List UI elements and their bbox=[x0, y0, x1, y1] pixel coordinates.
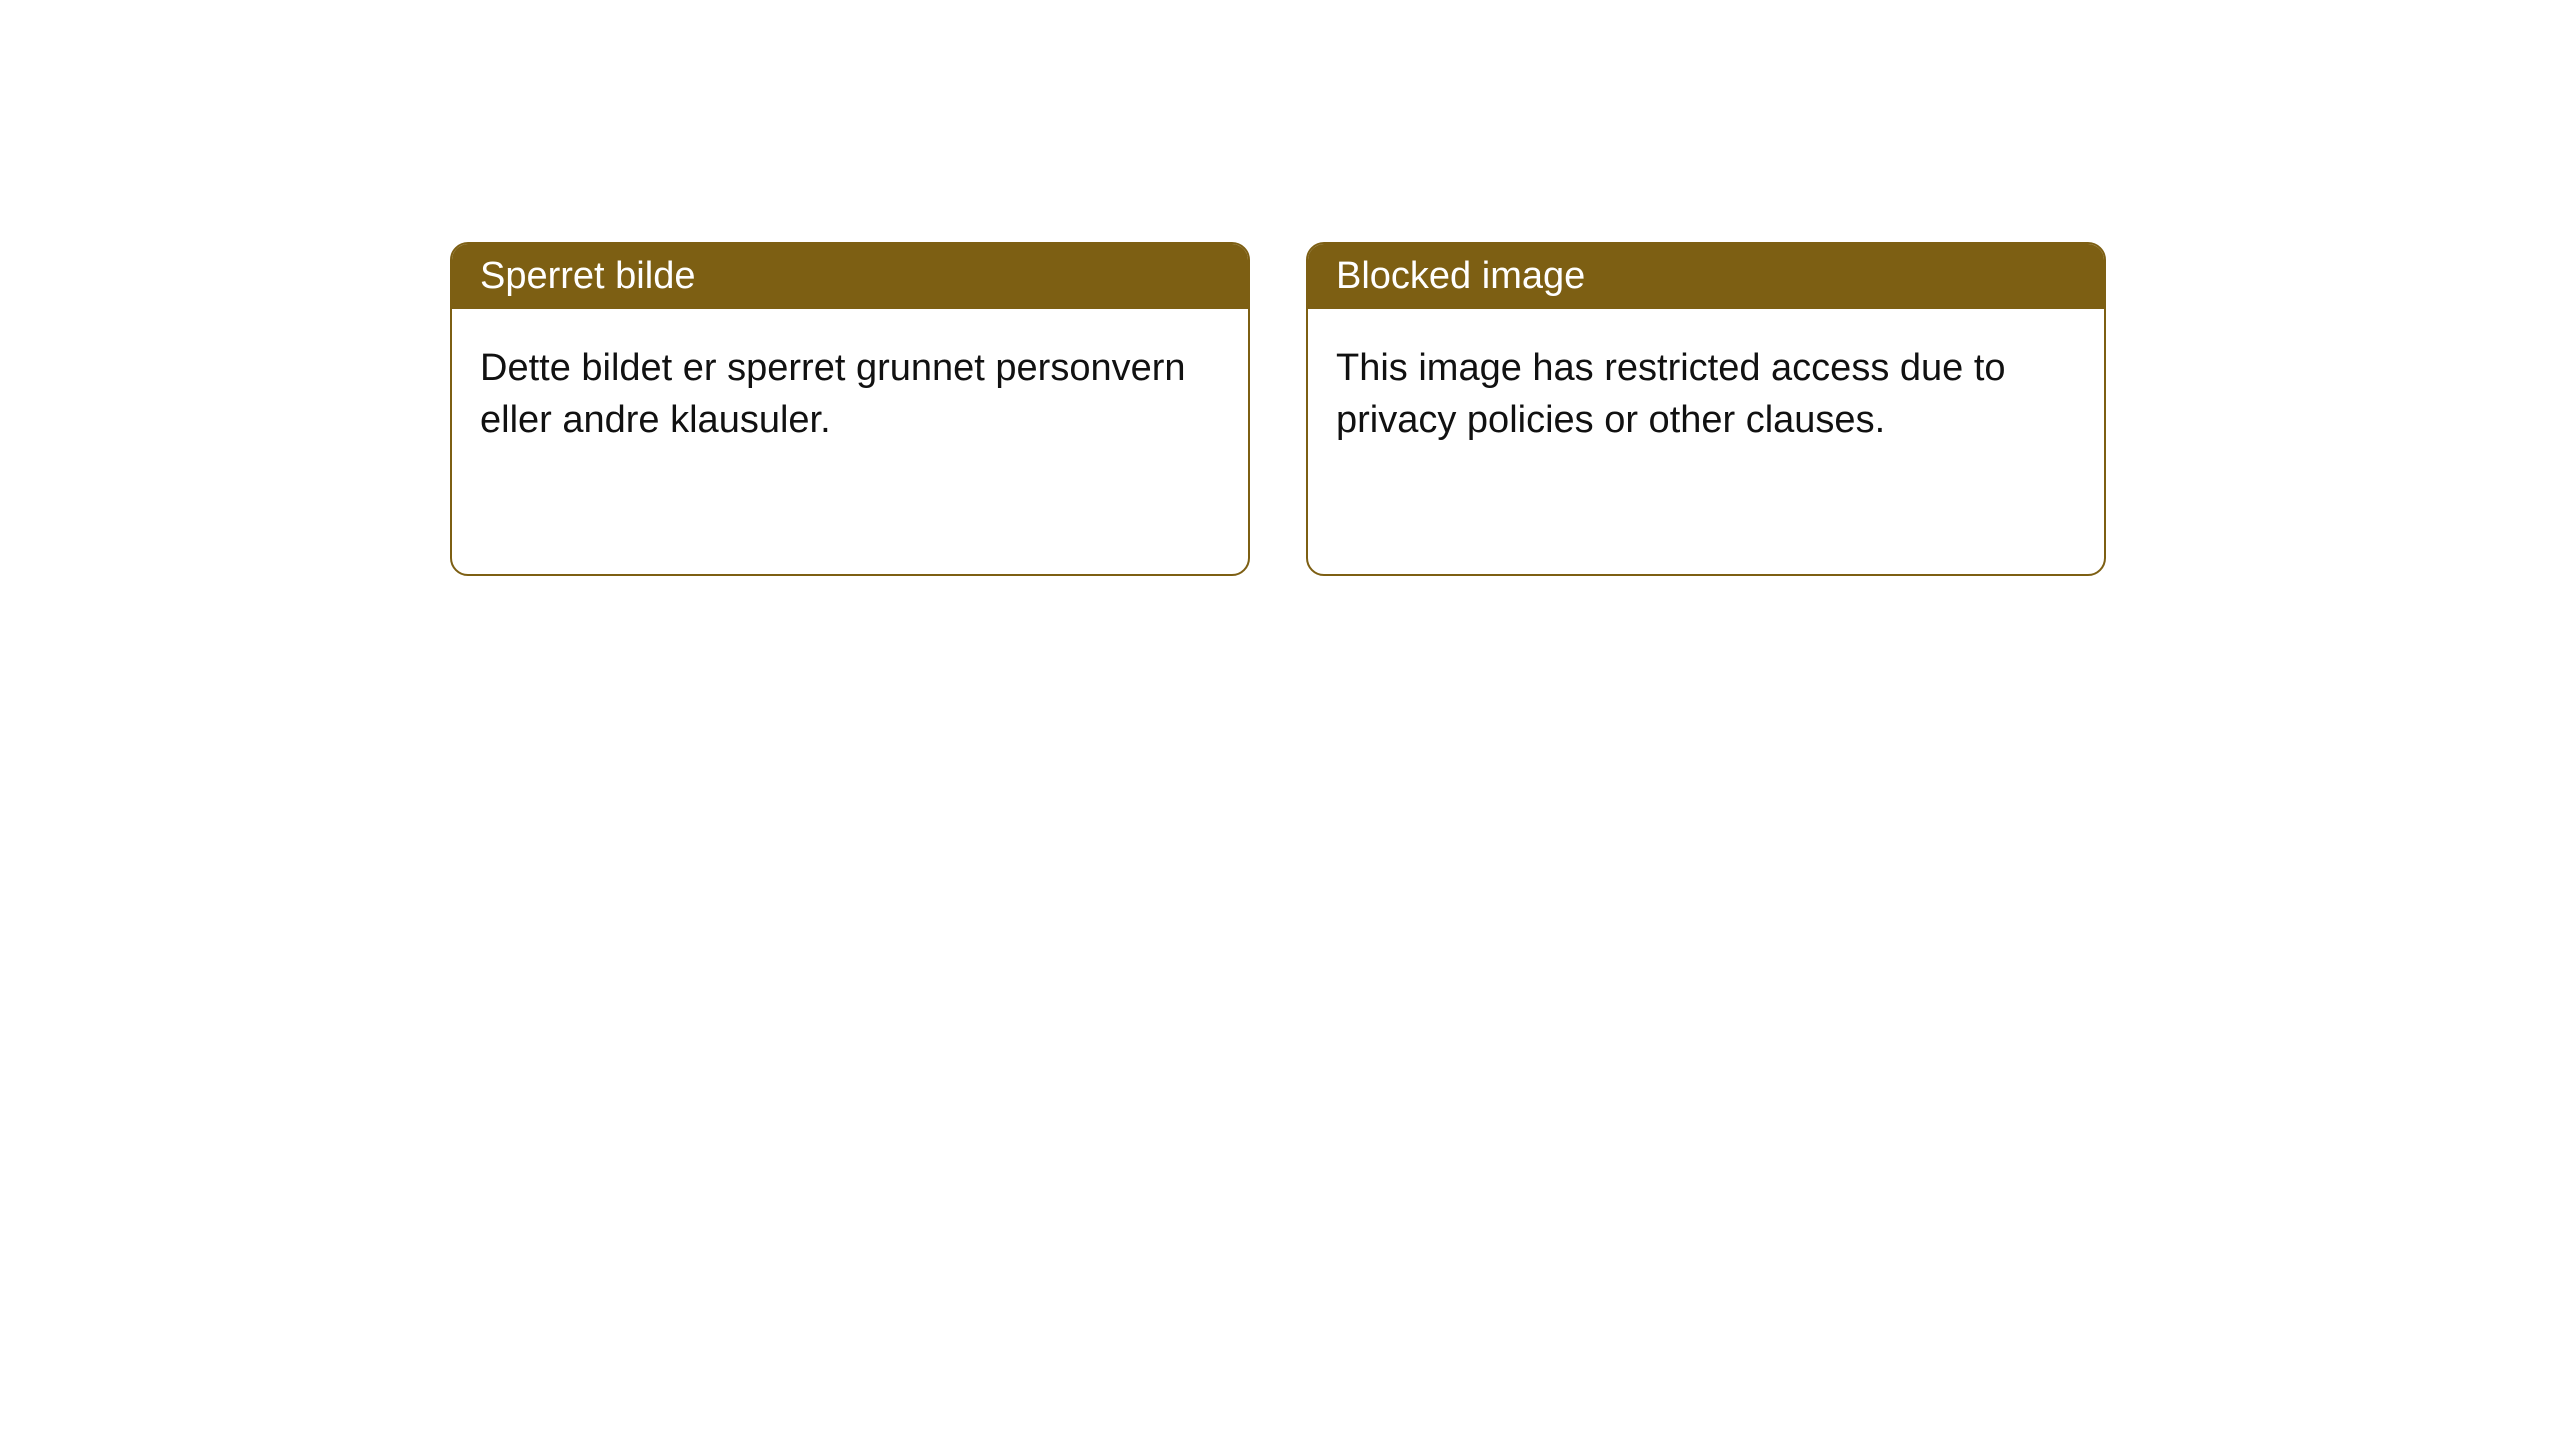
notice-text: This image has restricted access due to … bbox=[1336, 347, 2006, 440]
notice-title: Blocked image bbox=[1336, 255, 1585, 297]
notice-card-english: Blocked image This image has restricted … bbox=[1306, 242, 2106, 576]
notice-header: Sperret bilde bbox=[452, 244, 1248, 309]
notice-body: Dette bildet er sperret grunnet personve… bbox=[452, 309, 1248, 480]
notice-container: Sperret bilde Dette bildet er sperret gr… bbox=[0, 0, 2560, 576]
notice-text: Dette bildet er sperret grunnet personve… bbox=[480, 347, 1186, 440]
notice-header: Blocked image bbox=[1308, 244, 2104, 309]
notice-card-norwegian: Sperret bilde Dette bildet er sperret gr… bbox=[450, 242, 1250, 576]
notice-body: This image has restricted access due to … bbox=[1308, 309, 2104, 480]
notice-title: Sperret bilde bbox=[480, 255, 695, 297]
